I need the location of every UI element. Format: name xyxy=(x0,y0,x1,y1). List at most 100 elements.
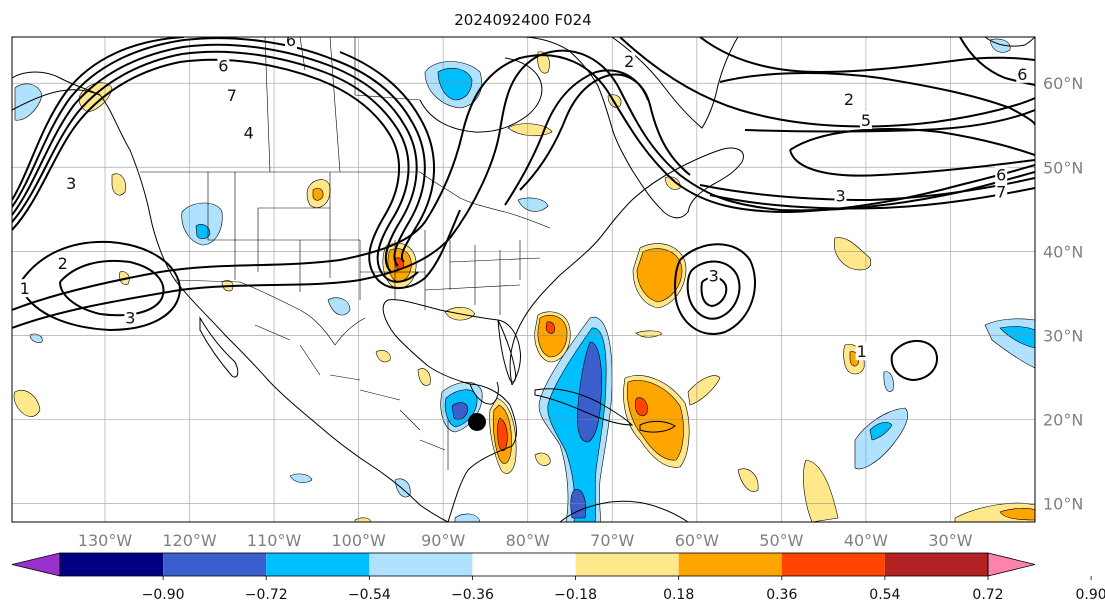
contour-label-bg xyxy=(285,37,297,50)
contour-trough-a xyxy=(12,58,461,289)
fill-bc-coast xyxy=(111,173,126,196)
lat-tick-label: 60°N xyxy=(1043,74,1083,93)
border-us-mexico xyxy=(174,279,366,346)
contour-trough-e xyxy=(12,37,436,263)
contour-label-bg xyxy=(225,85,238,104)
fill-quebec xyxy=(507,123,553,137)
lon-tick-label: 40°W xyxy=(844,531,888,550)
contour-low-east-small xyxy=(890,340,938,382)
contours xyxy=(12,37,1035,382)
contour-label: 2 xyxy=(624,52,634,71)
lon-tick-label: 120°W xyxy=(162,531,217,550)
contour-label-bg xyxy=(242,123,255,142)
colorbar-segment xyxy=(884,553,988,576)
fill-florida-east-core xyxy=(545,321,555,334)
lon-tick-label: 50°W xyxy=(759,531,803,550)
contour-label: 1 xyxy=(20,279,30,298)
coastline-iceland xyxy=(984,37,1035,47)
contour-label-bg xyxy=(18,279,31,298)
contour-low-atlantic-outer xyxy=(674,243,756,335)
coastline-florida xyxy=(497,319,517,383)
fill-montana-core xyxy=(312,187,324,201)
fill-idaho-mid xyxy=(195,224,211,240)
fill-pacific-central xyxy=(289,473,313,483)
colorbar-tick-label: −0.54 xyxy=(348,587,391,603)
fill-central-am-blue xyxy=(454,513,481,522)
border-canada-provinces xyxy=(264,37,421,173)
coastline-north-america-west xyxy=(12,89,449,522)
fill-yucatan-north xyxy=(417,368,431,386)
coastline-cuba xyxy=(534,388,634,426)
contour-trough-c xyxy=(12,43,418,273)
political-borders xyxy=(140,37,551,470)
contour-east-6 xyxy=(699,177,1035,202)
lat-tick-label: 30°N xyxy=(1043,326,1083,345)
contour-label: 3 xyxy=(835,187,845,206)
contour-label: 1 xyxy=(857,342,867,361)
contour-low-atlantic-inner xyxy=(686,260,741,320)
contour-label: 7 xyxy=(227,86,237,105)
contour-east-7 xyxy=(709,187,1035,210)
contour-central-ne xyxy=(519,73,691,191)
contour-east-high xyxy=(789,128,1035,177)
contour-label-bg xyxy=(1016,64,1029,83)
contour-label: 6 xyxy=(996,166,1006,185)
fill-offshore-ne-mid xyxy=(636,248,683,303)
map-frame xyxy=(11,36,1036,523)
colorbar-tick-label: −0.18 xyxy=(554,587,597,603)
contour-label: 6 xyxy=(1017,65,1027,84)
lon-tick-label: 110°W xyxy=(247,531,302,550)
colorbar-extend-low xyxy=(11,552,61,577)
contour-label-bg xyxy=(995,182,1008,201)
fill-east-azores-mid xyxy=(999,326,1035,349)
contour-label: 6 xyxy=(218,56,228,75)
storm-center-marker xyxy=(468,412,486,431)
lon-tick-label: 70°W xyxy=(590,531,634,550)
fill-south-tx xyxy=(327,297,351,316)
colorbar-tick-label: 0.72 xyxy=(972,587,1003,603)
contour-north-east xyxy=(699,37,1035,74)
fill-azores-small xyxy=(883,371,894,392)
colorbar-tick-label: −0.90 xyxy=(142,587,185,603)
colorbar-segment xyxy=(60,553,164,576)
contour-label-bg xyxy=(124,308,137,327)
contour-label: 3 xyxy=(125,309,135,328)
latitude-labels: 10°N 20°N 30°N 40°N 50°N 60°N xyxy=(1043,74,1083,513)
contour-label-bg xyxy=(834,186,847,205)
lat-tick-label: 40°N xyxy=(1043,242,1083,261)
colorbar-tick-label: −0.36 xyxy=(451,587,494,603)
contour-east-2 xyxy=(619,37,1035,128)
colorbar-segment xyxy=(369,553,473,576)
contour-trough-b xyxy=(12,50,419,283)
coastline-alaska xyxy=(12,71,101,96)
fill-pacific-west xyxy=(13,390,41,417)
fill-atlantic-sw-core xyxy=(635,397,648,417)
fill-mid-east xyxy=(737,468,759,492)
coastline-yucatan xyxy=(469,381,499,405)
map-title: 2024092400 F024 xyxy=(454,11,591,29)
contour-trough-d xyxy=(12,37,426,267)
colorbar-segment xyxy=(163,553,267,576)
lon-tick-label: 80°W xyxy=(506,531,550,550)
coastline-baja xyxy=(199,316,239,378)
contour-central-ne-b xyxy=(504,69,649,206)
fill-pacific-sw xyxy=(29,333,43,343)
colorbar xyxy=(11,552,1092,580)
contour-label-bg xyxy=(65,174,78,193)
lon-tick-label: 100°W xyxy=(331,531,386,550)
colorbar-extend-high xyxy=(987,552,1036,577)
colorbar-tick-label: 0.18 xyxy=(663,587,694,603)
contour-north-east-b xyxy=(959,37,1035,86)
colorbar-tick-label: −0.72 xyxy=(245,587,288,603)
colorbar-tick-labels: −0.90 −0.72 −0.54 −0.36 −0.18 0.18 0.36 0.54 0.7… xyxy=(142,587,1105,603)
contour-label-bg xyxy=(217,56,230,75)
coastline-greenland xyxy=(611,37,739,129)
fill-mid-atl-blue-outer xyxy=(854,407,909,470)
colorbar-segment xyxy=(575,553,679,576)
lon-tick-label: 130°W xyxy=(78,531,133,550)
contour-low-pacific xyxy=(21,240,182,332)
gridlines xyxy=(12,37,1035,522)
border-mexico-states xyxy=(254,324,449,470)
contour-label: 7 xyxy=(996,183,1006,202)
